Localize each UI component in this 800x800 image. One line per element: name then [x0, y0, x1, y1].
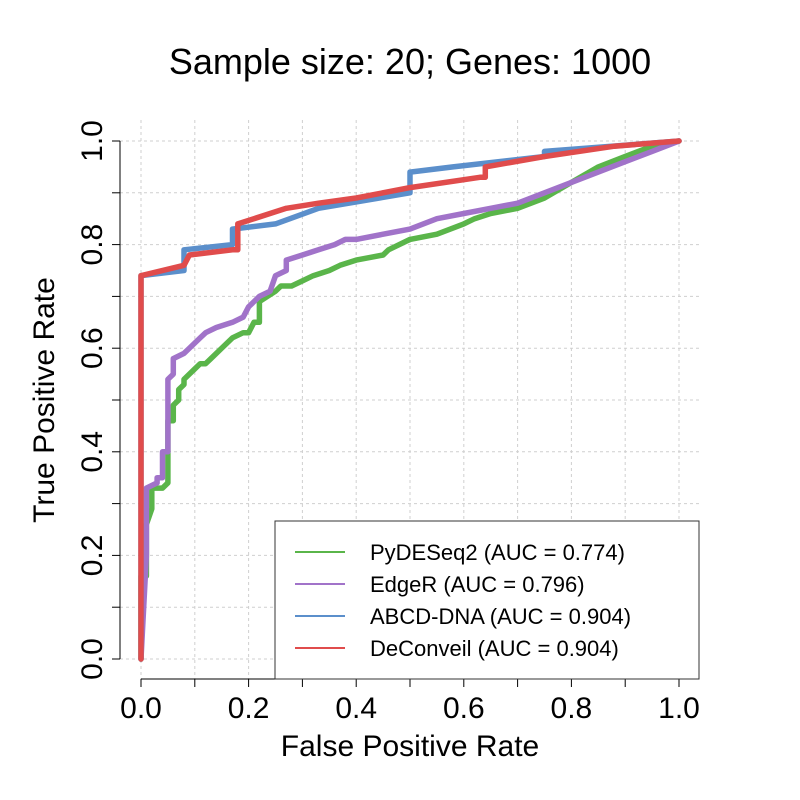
- axes: 0.0 0.2 0.4 0.6 0.8 1.0 0.0 0.2 0.4 0.6 0.8 1.0: [76, 120, 700, 725]
- x-tick-label: 0.0: [120, 692, 162, 725]
- y-tick-label: 1.0: [76, 120, 109, 162]
- x-tick-label: 0.8: [551, 692, 593, 725]
- series-line-2: [138, 138, 682, 662]
- legend: PyDESeq2 (AUC = 0.774) EdgeR (AUC = 0.796…: [274, 520, 700, 680]
- y-tick-label: 0.4: [76, 431, 109, 473]
- y-tick-label: 0.2: [76, 535, 109, 577]
- y-tick-label: 0.0: [76, 638, 109, 680]
- legend-label: PyDESeq2 (AUC = 0.774): [370, 540, 625, 565]
- x-axis-label: False Positive Rate: [281, 730, 539, 763]
- legend-box: [274, 520, 700, 680]
- y-tick-label: 0.6: [76, 327, 109, 369]
- legend-label: EdgeR (AUC = 0.796): [370, 572, 585, 597]
- y-tick-label: 0.8: [76, 224, 109, 266]
- y-axis-label: True Positive Rate: [28, 277, 61, 523]
- series-line-1: [138, 138, 682, 662]
- series-line-4: [138, 138, 682, 662]
- x-tick-label: 0.2: [228, 692, 270, 725]
- legend-label: DeConveil (AUC = 0.904): [370, 636, 619, 661]
- x-tick-label: 0.6: [443, 692, 485, 725]
- legend-label: ABCD-DNA (AUC = 0.904): [370, 604, 631, 629]
- x-tick-label: 0.4: [335, 692, 377, 725]
- series-layer: [138, 138, 682, 662]
- x-tick-label: 1.0: [658, 692, 700, 725]
- chart-title: Sample size: 20; Genes: 1000: [169, 41, 651, 82]
